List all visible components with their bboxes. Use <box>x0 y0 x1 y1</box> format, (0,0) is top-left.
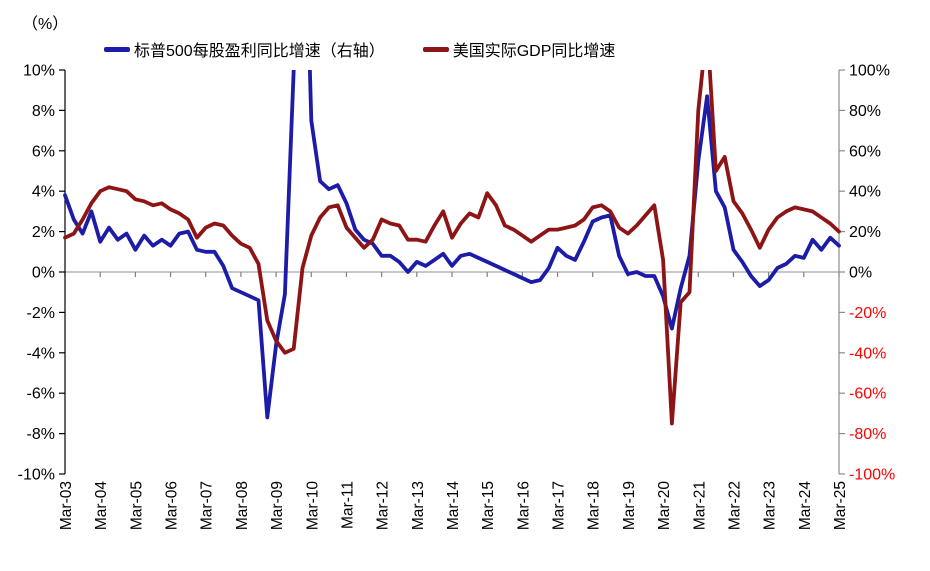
x-axis-tick-label: Mar-09 <box>269 481 286 530</box>
x-axis-tick-label: Mar-24 <box>797 481 814 530</box>
legend-label-us-gdp: 美国实际GDP同比增速 <box>452 43 616 60</box>
sp500-eps-line <box>63 70 841 420</box>
x-axis-tick-label: Mar-22 <box>726 481 743 530</box>
x-axis-tick-label: Mar-10 <box>304 481 321 530</box>
left-axis-tick-label: -2% <box>27 305 55 322</box>
legend: 标普500每股盈利同比增速（右轴） 美国实际GDP同比增速 <box>104 37 615 61</box>
right-axis-tick-label: -100% <box>849 467 895 484</box>
x-axis-tick-label: Mar-20 <box>656 481 673 530</box>
x-axis-tick-label: Mar-04 <box>93 481 110 530</box>
left-axis-tick-label: -4% <box>27 345 55 362</box>
left-axis-tick-label: -8% <box>27 426 55 443</box>
y-axis-unit-label: （%） <box>22 16 69 33</box>
x-axis-tick-label: Mar-21 <box>691 481 708 530</box>
right-axis-tick-label: 0% <box>849 265 872 282</box>
x-axis-tick-label: Mar-08 <box>234 481 251 530</box>
right-axis-tick-label: 80% <box>849 103 881 120</box>
x-axis-tick-label: Mar-15 <box>480 481 497 530</box>
right-axis-tick-label: -40% <box>849 345 886 362</box>
us-gdp-line <box>63 70 841 426</box>
left-axis-tick-label: 0% <box>32 265 55 282</box>
x-axis-tick-label: Mar-12 <box>375 481 392 530</box>
x-axis-tick-label: Mar-11 <box>339 481 356 529</box>
right-axis-tick-label: 100% <box>849 63 890 80</box>
x-axis-tick-label: Mar-19 <box>621 481 638 530</box>
x-axis-tick-label: Mar-13 <box>410 481 427 530</box>
left-axis-tick-label: 4% <box>32 184 55 201</box>
right-axis-tick-label: 40% <box>849 184 881 201</box>
left-axis-tick-label: 6% <box>32 143 55 160</box>
x-axis-tick-label: Mar-07 <box>199 481 216 530</box>
x-axis-tick-label: Mar-16 <box>515 481 532 530</box>
right-axis-tick-label: -80% <box>849 426 886 443</box>
left-axis-tick-label: 2% <box>32 224 55 241</box>
legend-item-us-gdp[interactable]: 美国实际GDP同比增速 <box>422 37 616 61</box>
left-axis-tick-label: 10% <box>23 63 55 80</box>
left-axis-tick-label: -6% <box>27 386 55 403</box>
right-axis-tick-label: 20% <box>849 224 881 241</box>
x-axis-tick-label: Mar-25 <box>832 481 849 530</box>
x-axis-tick-label: Mar-23 <box>762 481 779 530</box>
x-axis-tick-label: Mar-03 <box>58 481 75 530</box>
left-axis-tick-label: -10% <box>18 467 55 484</box>
legend-item-sp500-eps[interactable]: 标普500每股盈利同比增速（右轴） <box>104 37 385 61</box>
left-axis-tick-label: 8% <box>32 103 55 120</box>
right-axis-tick-label: -60% <box>849 386 886 403</box>
x-axis-tick-label: Mar-05 <box>128 481 145 530</box>
right-axis-tick-label: -20% <box>849 305 886 322</box>
legend-label-sp500-eps: 标普500每股盈利同比增速（右轴） <box>134 43 385 60</box>
x-axis-tick-label: Mar-06 <box>164 481 181 530</box>
right-axis-tick-label: 60% <box>849 143 881 160</box>
x-axis-tick-label: Mar-17 <box>551 481 568 530</box>
x-axis-tick-label: Mar-18 <box>586 481 603 530</box>
x-axis-tick-label: Mar-14 <box>445 481 462 530</box>
legend-line-marker-red <box>422 46 449 52</box>
legend-line-marker-blue <box>104 46 130 52</box>
